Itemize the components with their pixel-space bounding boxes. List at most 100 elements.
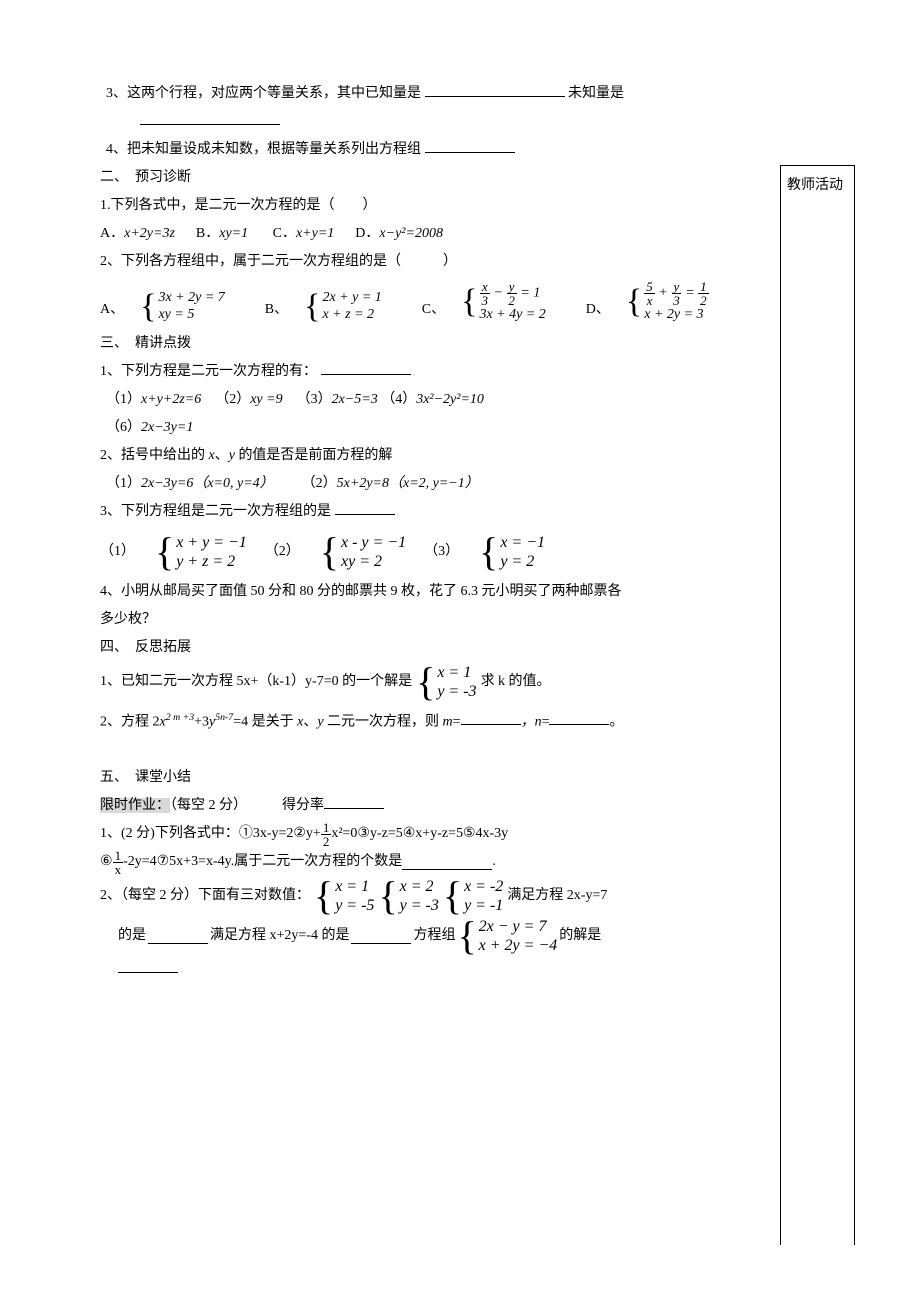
frac-den: 2 [506,294,517,307]
sec3-q2: 2、括号中给出的 x、y 的值是否是前面方程的解 [100,442,740,470]
sec3-q1-line2: （6）2x−3y=1 [100,414,740,442]
pre-q3-b: 未知量是 [568,86,624,101]
eq: 2x−5=3 [332,392,378,407]
r1: 2x − y = 7 [479,917,558,936]
blank [351,929,411,944]
sec5-q2-l2: 的是 满足方程 x+2y=-4 的是 方程组 {2x − y = 7x + 2y… [100,916,740,956]
a: 1、(2 分)下列各式中：①3x-y=2②y+ [100,820,321,848]
opt-B-lbl: B、 [265,296,288,324]
sec3-q1-text: 1、下列方程是二元一次方程的有： [100,364,317,379]
opt-D: D、 { 5x + y3 = 12 x + 2y = 3 [586,280,709,324]
opt-B-eq: xy=1 [219,226,248,241]
pre-q3-a: 3、这两个行程，对应两个等量关系，其中已知量是 [106,86,421,101]
s2: {x = 2y = -3 [378,876,438,916]
s3: {x = -2y = -1 [443,876,503,916]
sec4-title: 四、 反思拓展 [100,634,740,662]
frac-den: x [645,294,655,307]
sec3-q1: 1、下列方程是二元一次方程的有： [100,358,740,386]
eq: = [685,286,698,301]
r2: y = -3 [437,682,476,701]
frac-num: x [480,280,490,294]
den: x [113,863,124,876]
a: 2、（每空 2 分）下面有三对数值： [100,882,310,910]
sec5-q2-l1: 2、（每空 2 分）下面有三对数值： {x = 1y = -5 {x = 2y … [100,876,740,916]
b: x²=0③y-z=5④x+y-z=5⑤4x-3y [331,820,508,848]
opt-C-eq: x+y=1 [296,226,334,241]
sec2-q1-opts: A．x+2y=3z B．xy=1 C．x+y=1 D．x−y²=2008 [100,220,740,248]
opt-A-sys: { 3x + 2y = 7 xy = 5 [140,290,225,324]
opt-B: B、 { 2x + y = 1 x + z = 2 [265,290,382,324]
sec5-q1-l2: ⑥ 1x -2y=4⑦5x+3=x-4y.属于二元一次方程的个数是 . [100,848,740,876]
opt-A-r2: xy = 5 [158,307,224,324]
a: 2、方程 2 [100,714,160,729]
opt-B-sys: { 2x + y = 1 x + z = 2 [304,290,382,324]
den: 2 [321,835,332,848]
opt-D-sys: { 5x + y3 = 12 x + 2y = 3 [626,280,709,324]
opt-B-r1: 2x + y = 1 [322,290,381,307]
lbl3: （3） [424,538,459,566]
blank [324,794,384,809]
eq: = 1 [520,286,540,301]
blank [321,360,411,375]
dot: 、 [215,448,229,463]
l2b: 满足方程 x+2y=-4 的是 [210,922,349,950]
frac-den: 2 [698,294,709,307]
lbl: （4） [381,392,416,407]
pre-q4: 4、把未知量设成未知数，根据等量关系列出方程组 [100,136,740,164]
m: m [443,714,453,729]
main-content: 3、这两个行程，对应两个等量关系，其中已知量是 未知量是 4、把未知量设成未知数… [100,80,740,984]
r2: y = -5 [335,896,374,915]
sys: {x = 1y = -3 [416,662,476,702]
lbl: （3） [297,392,332,407]
blank [140,110,280,125]
exp1: 2 m +3 [166,712,194,723]
opt-C-r1: x3 − y2 = 1 [479,280,545,307]
r1: x = −1 [500,533,545,552]
t: 3、下列方程组是二元一次方程组的是 [100,504,331,519]
opt-D-lbl: D、 [586,296,610,324]
sec2-title: 二、 预习诊断 [100,164,740,192]
pre-q3-blank-line [100,108,740,136]
sys: {2x − y = 7x + 2y = −4 [457,916,557,956]
lbl: （1） [106,476,141,491]
r1: x = 2 [400,877,439,896]
lbl: （1） [106,392,141,407]
l2c: 方程组 [413,922,455,950]
end: . [492,848,496,876]
eq: 5x+2y=8（x=2, y=−1） [337,476,479,491]
pre: ⑥ [100,848,113,876]
blank [461,710,521,725]
t: 2、括号中给出的 [100,448,209,463]
sec2-q2: 2、下列各方程组中，属于二元一次方程组的是（ ） [100,248,740,276]
r1: x = 1 [437,663,476,682]
sec2-q2-opts: A、 { 3x + 2y = 7 xy = 5 B、 { 2x + y = 1 … [100,280,740,324]
pre-q4-text: 4、把未知量设成未知数，根据等量关系列出方程组 [106,142,421,157]
opt-A-lbl: A． [100,226,124,241]
sec5-q1-l1: 1、(2 分)下列各式中：①3x-y=2②y+ 12 x²=0③y-z=5④x+… [100,820,740,848]
frac-num: 5 [644,280,655,294]
sec4-q2: 2、方程 2x2 m +3+3y5n-7=4 是关于 x、y 二元一次方程，则 … [100,708,740,737]
r2: y + z = 2 [176,552,247,571]
end: 。 [609,714,623,729]
lbl: （2） [302,476,337,491]
opt-C-r2: 3x + 4y = 2 [479,307,545,324]
blank [148,929,208,944]
tail: 的值是否是前面方程的解 [235,448,393,463]
num: 1 [321,821,332,835]
l2a: 的是 [118,922,146,950]
eq: =4 是关于 [233,714,297,729]
r1: x + y = −1 [176,533,247,552]
hw-note: （每空 2 分） [170,798,247,813]
r1: x = -2 [464,877,503,896]
sys2: {x - y = −1xy = 2 [320,532,406,572]
blank [425,82,565,97]
blank [425,138,515,153]
eq: 2x−3y=6（x=0, y=4） [141,476,274,491]
r2: xy = 2 [341,552,406,571]
blank [335,500,395,515]
tail1: 满足方程 2x-y=7 [507,882,607,910]
pre-q3: 3、这两个行程，对应两个等量关系，其中已知量是 未知量是 [100,80,740,108]
lbl1: （1） [100,538,135,566]
blank [118,958,178,973]
opt-D-eq: x−y²=2008 [379,226,443,241]
